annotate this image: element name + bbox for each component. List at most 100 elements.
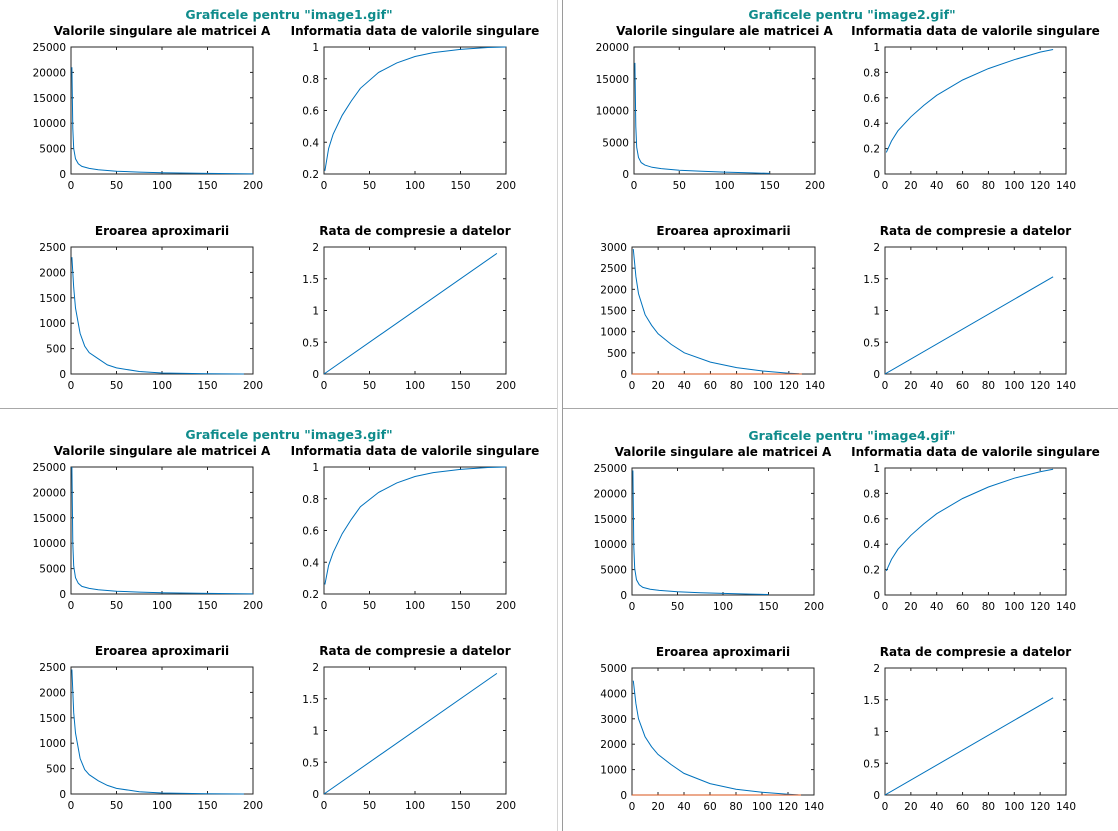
y-tick-label: 25000 <box>33 462 66 474</box>
subplot-information: Informatia data de valorile singulare 0 20… <box>851 445 1100 613</box>
figure-image4: Graficele pentru "image4.gif" Valorile si… <box>563 420 1118 831</box>
x-tick-label: 50 <box>110 380 123 392</box>
axes-title: Eroarea aproximarii <box>95 644 229 658</box>
y-tick-label: 0.8 <box>863 488 880 500</box>
y-tick-label: 0 <box>620 790 627 802</box>
y-tick-label: 1 <box>312 462 319 474</box>
y-tick-label: 0 <box>873 590 880 602</box>
y-tick-label: 2000 <box>600 739 627 751</box>
subplot-compression-rate: Rata de compresie a datelor 0 50 100 150 200 0… <box>302 224 516 392</box>
x-tick-label: 0 <box>321 380 328 392</box>
x-tick-label: 140 <box>805 380 825 392</box>
x-tick-label: 50 <box>671 601 684 613</box>
y-tick-label: 2000 <box>39 267 66 279</box>
x-tick-label: 140 <box>1056 601 1076 613</box>
x-tick-label: 200 <box>243 600 263 612</box>
series-line <box>885 49 1054 153</box>
figure-image2-canvas: Graficele pentru "image2.gif" Valorile si… <box>596 7 1100 392</box>
x-tick-label: 0 <box>321 800 328 812</box>
y-tick-label: 1000 <box>600 765 627 777</box>
x-tick-label: 140 <box>1056 180 1076 192</box>
x-tick-label: 20 <box>904 180 917 192</box>
plot-area <box>884 467 1067 596</box>
y-tick-label: 5000 <box>39 564 66 576</box>
y-tick-label: 0.8 <box>863 67 880 79</box>
y-tick-label: 0 <box>59 369 66 381</box>
x-tick-label: 200 <box>243 180 263 192</box>
y-tick-label: 1000 <box>600 327 627 339</box>
y-tick-label: 1.5 <box>302 274 319 286</box>
subplot-singular-values: Valorile singulare ale matricei A 0 50 100 1… <box>33 24 271 192</box>
subplot-compression-rate: Rata de compresie a datelor 0 50 100 150 200 0… <box>302 644 516 812</box>
x-tick-label: 100 <box>152 180 172 192</box>
y-tick-label: 0 <box>873 169 880 181</box>
y-tick-label: 0.4 <box>863 539 880 551</box>
y-tick-label: 0 <box>620 369 627 381</box>
y-tick-label: 500 <box>46 764 66 776</box>
plot-area <box>70 466 254 595</box>
x-tick-label: 100 <box>405 180 425 192</box>
x-tick-label: 0 <box>631 180 638 192</box>
subplot-approx-error: Eroarea aproximarii 0 20 40 60 80 100 120 140 0 10… <box>600 645 824 813</box>
x-tick-label: 150 <box>450 800 470 812</box>
plot-area <box>323 466 507 595</box>
x-tick-label: 120 <box>1030 801 1050 813</box>
figure-image4-canvas: Graficele pentru "image4.gif" Valorile si… <box>594 428 1100 813</box>
y-tick-label: 10000 <box>594 539 627 551</box>
y-tick-label: 2 <box>312 242 319 254</box>
axes-title: Rata de compresie a datelor <box>319 224 511 238</box>
x-tick-label: 100 <box>405 800 425 812</box>
x-tick-label: 140 <box>1056 380 1076 392</box>
subplot-information: Informatia data de valorile singulare 0 20… <box>851 24 1100 192</box>
subplot-information: Informatia data de valorile singulare 0 50… <box>291 444 540 612</box>
x-tick-label: 200 <box>243 380 263 392</box>
x-tick-label: 100 <box>1004 180 1024 192</box>
x-tick-label: 100 <box>152 380 172 392</box>
x-tick-label: 120 <box>1030 180 1050 192</box>
y-tick-label: 1 <box>312 42 319 54</box>
x-tick-label: 0 <box>629 380 636 392</box>
figure-image3-canvas: Graficele pentru "image3.gif" Valorile si… <box>33 427 540 812</box>
series-line <box>884 697 1054 796</box>
x-tick-label: 150 <box>450 380 470 392</box>
series-line <box>324 46 507 171</box>
x-tick-label: 20 <box>904 601 917 613</box>
y-tick-label: 25000 <box>594 463 627 475</box>
x-tick-label: 50 <box>110 600 123 612</box>
y-tick-label: 0.2 <box>863 565 880 577</box>
y-tick-label: 0 <box>59 589 66 601</box>
window-divider-right <box>563 407 1118 420</box>
y-tick-label: 20000 <box>33 487 66 499</box>
x-tick-label: 0 <box>882 601 889 613</box>
series-line <box>632 249 800 375</box>
x-tick-label: 100 <box>714 180 734 192</box>
y-tick-label: 0 <box>873 369 880 381</box>
y-tick-label: 0.4 <box>302 137 319 149</box>
x-tick-label: 40 <box>930 180 943 192</box>
subplot-singular-values: Valorile singulare ale matricei A 0 50 100 1… <box>594 445 832 613</box>
x-tick-label: 50 <box>110 180 123 192</box>
x-tick-label: 200 <box>243 800 263 812</box>
y-tick-label: 0.5 <box>863 758 880 770</box>
plot-area <box>70 46 254 175</box>
y-tick-label: 0.5 <box>302 757 319 769</box>
figure-image3: Graficele pentru "image3.gif" Valorile si… <box>0 420 557 831</box>
axes-title: Valorile singulare ale matricei A <box>54 444 271 458</box>
plot-area <box>323 46 507 175</box>
x-tick-label: 80 <box>982 601 995 613</box>
y-tick-label: 0.2 <box>302 169 319 181</box>
plot-area <box>884 246 1067 375</box>
y-tick-label: 1 <box>312 306 319 318</box>
y-tick-label: 20000 <box>33 67 66 79</box>
x-tick-label: 40 <box>678 380 691 392</box>
x-tick-label: 150 <box>758 601 778 613</box>
y-tick-label: 1 <box>873 727 880 739</box>
x-tick-label: 150 <box>450 180 470 192</box>
x-tick-label: 0 <box>68 380 75 392</box>
x-tick-label: 80 <box>982 380 995 392</box>
y-tick-label: 0.6 <box>863 93 880 105</box>
x-tick-label: 40 <box>930 801 943 813</box>
x-tick-label: 0 <box>882 180 889 192</box>
